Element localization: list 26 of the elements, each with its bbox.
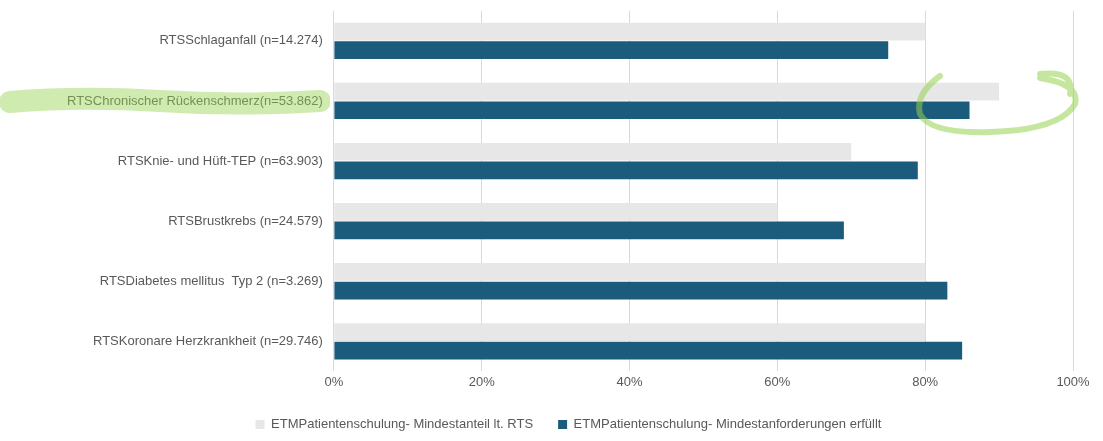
- y-tick-label: RTSBrustkrebs (n=24.579): [168, 212, 323, 228]
- legend-label: ETMPatientenschulung- Mindestanforderungen erfüllt: [573, 416, 882, 432]
- x-tick-label: 40%: [616, 373, 643, 389]
- x-tick-label: 20%: [468, 373, 496, 389]
- bar: [334, 323, 926, 341]
- x-tick-label: 100%: [1056, 373, 1091, 389]
- bar: [334, 341, 963, 360]
- y-tick-label: RTSChronischer Rückenschmerz(n=53.862): [66, 92, 323, 108]
- bar: [334, 22, 926, 41]
- bar: [334, 41, 889, 60]
- bar: [334, 142, 852, 161]
- x-tick-label: 80%: [912, 373, 939, 389]
- bar: [334, 101, 970, 120]
- y-tick-label: RTSSchlaganfall (n=14.274): [159, 32, 323, 48]
- x-tick-label: 0%: [324, 373, 344, 389]
- bar: [334, 263, 926, 281]
- bar: [334, 202, 778, 221]
- y-tick-label: RTSKnie- und Hüft-TEP (n=63.903): [117, 152, 323, 168]
- bar: [334, 161, 918, 180]
- bar: [334, 82, 1000, 101]
- y-tick-label: RTSDiabetes mellitus Typ 2 (n=3.269): [99, 272, 323, 288]
- y-tick-label: RTSKoronare Herzkrankheit (n=29.746): [92, 332, 323, 348]
- bar: [334, 221, 844, 240]
- bar: [334, 281, 948, 300]
- legend-label: ETMPatientenschulung- Mindestanteil lt. RTS: [271, 416, 534, 432]
- x-tick-label: 60%: [764, 373, 791, 389]
